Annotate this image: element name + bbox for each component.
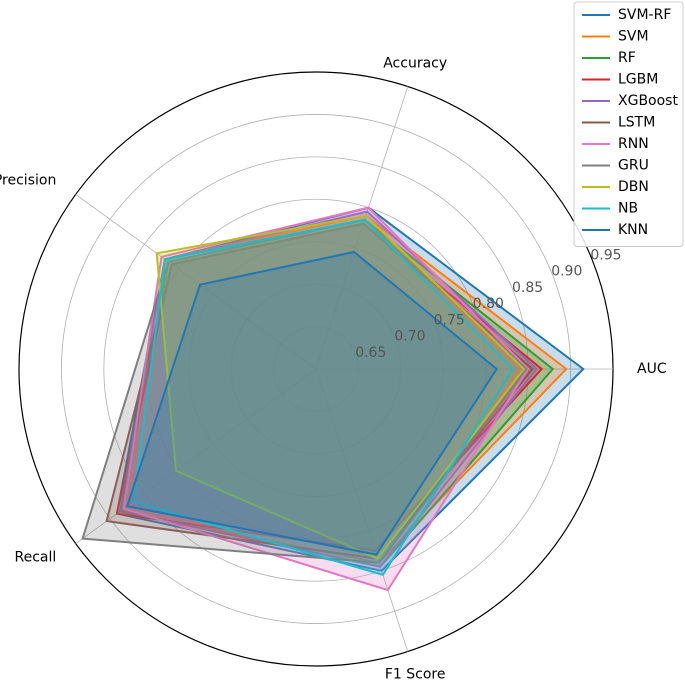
spoke [315,368,409,652]
r-tick-label: 0.65 [355,345,386,361]
r-tick-label: 0.85 [512,280,543,296]
r-tick-label: 0.75 [434,312,465,328]
legend-label: LSTM [618,115,655,131]
legend: SVM-RF SVM RF LGBM XGBoost LSTM RNN GRU DBN NB KNN [573,1,684,247]
series-line [155,214,526,560]
series-area [127,252,497,555]
series-area [120,211,537,567]
category-label: Accuracy [383,56,447,72]
spoke [315,86,409,370]
r-tick-label: 0.90 [551,264,582,280]
series-line [132,218,515,576]
category-label: Precision [0,172,56,188]
series-area [133,219,513,575]
r-tick-label: 0.95 [590,247,621,263]
legend-label: XGBoost [618,93,678,109]
r-tick-label: 0.70 [394,329,425,345]
legend-label: GRU [618,158,649,174]
category-label: F1 Score [385,666,446,682]
spoke [75,194,317,370]
legend-box [573,1,684,247]
series-area [156,215,524,559]
legend-label: SVM [618,29,649,45]
series-area [116,223,542,551]
series-area [120,219,553,567]
legend-label: SVM-RF [618,7,671,23]
spoke [75,368,317,544]
series-line [81,218,528,564]
series-area [106,223,533,559]
series-line [125,250,499,556]
legend-label: DBN [618,179,649,195]
r-tick-label: 0.80 [473,296,504,312]
series-line [122,206,530,592]
legend-label: RNN [618,136,649,152]
legend-label: LGBM [618,72,658,88]
legend-label: KNN [618,222,648,238]
series-area [116,207,584,571]
legend-label: RF [618,50,636,66]
category-label: Recall [15,550,57,566]
legend-label: NB [618,201,638,217]
category-label: AUC [637,361,667,377]
